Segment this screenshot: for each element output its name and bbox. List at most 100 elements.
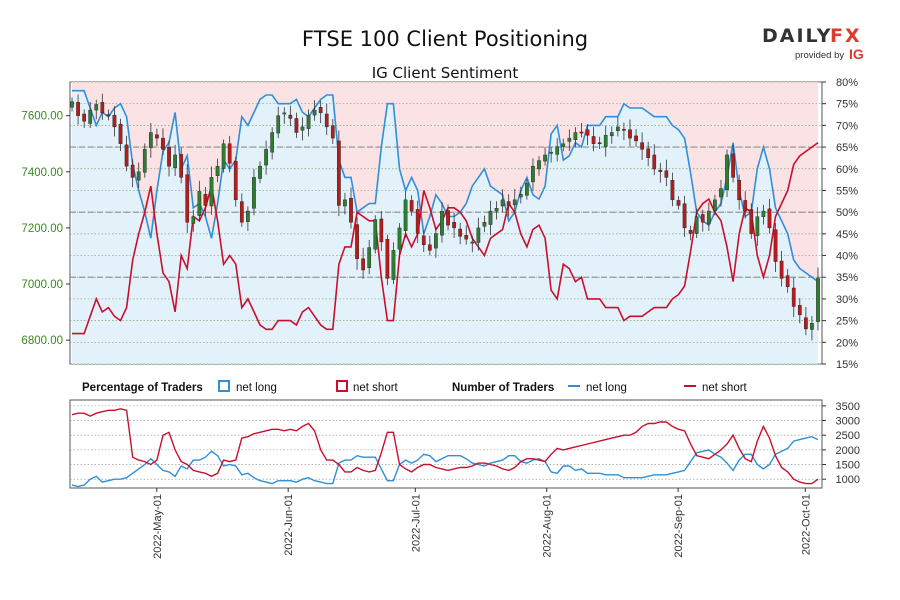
candle-body [464,235,469,240]
count-tick-label: 2500 [836,430,860,442]
chart-title: FTSE 100 Client Positioning [302,27,588,51]
candle-body [324,113,329,128]
candle-body [749,209,754,234]
pct-tick-label: 75% [836,99,858,111]
candle-body [179,154,184,178]
count-axis: 1000 1500 2000 2500 3000 3500 [822,401,860,486]
legend-num-short-label: net short [702,382,748,394]
candle-body [288,114,293,119]
long-area-fill [72,90,818,364]
legend: Percentage of Traders net long net short… [82,380,748,394]
candle-body [512,199,517,206]
short-area-fill [72,82,818,282]
candle-body [597,142,602,145]
candle-body [452,222,456,229]
price-tick-label: 7200.00 [21,223,63,235]
net-short-pct-line [72,142,819,335]
net-long-count-path [71,435,819,488]
candle-body [82,113,86,122]
candle-body [628,129,632,139]
candle-body [458,228,463,237]
candle-body [543,154,547,162]
candle-body [391,250,396,280]
pct-tick-label: 25% [836,316,858,328]
price-tick-label: 7000.00 [21,279,63,291]
candle-body [531,165,535,183]
candle-body [118,123,123,144]
candle-body [573,132,578,141]
candle-body [567,137,572,142]
net-short-count-line [71,408,819,485]
pct-tick-label: 40% [836,251,858,263]
candle-body [282,112,287,115]
date-tick-label: 2022-Oct-01 [800,494,812,555]
count-tick-label: 1000 [836,474,860,486]
candle-body [767,208,772,229]
date-tick-label: 2022-Jul-01 [410,494,422,552]
candle-body [318,107,323,114]
candle-body [130,164,135,178]
candle-body [185,174,190,223]
candle-body [700,214,705,223]
legend-pct-long-swatch [218,380,230,392]
candle-body [500,199,505,207]
candle-body [343,199,347,207]
candle-body [349,197,353,223]
lower-panel-frame [69,399,823,489]
count-tick-label: 1500 [836,460,860,472]
candle-body [476,227,481,243]
candle-body [209,177,214,207]
pct-tick-label: 30% [836,294,858,306]
lower-gridlines [70,405,822,480]
net-long-pct-path [72,89,819,283]
candle-body [773,229,778,262]
candle-body [373,219,378,250]
brand-provided-by: provided by [795,50,844,61]
candle-body [591,136,596,144]
candle-body [337,140,341,206]
price-tick-label: 7600.00 [21,111,63,123]
candle-body [634,135,638,142]
candle-body [725,154,729,190]
candle-body [161,137,165,150]
brand-ig: IG [849,46,864,62]
candle-body [646,148,651,158]
candle-body [276,115,281,134]
candle-body [367,247,372,268]
candle-body [670,180,675,201]
candle-body [215,165,220,176]
candle-body [482,222,487,227]
candle-body [676,200,681,206]
count-tick-label: 3500 [836,401,860,413]
candle-body [379,218,384,243]
chart-subtitle: IG Client Sentiment [372,64,519,82]
legend-pct-short-swatch [336,380,348,392]
date-tick-label: 2022-Sep-01 [673,494,685,558]
candle-body [561,143,566,147]
candle-body [713,199,717,211]
candle-body [694,216,699,234]
candle-body [640,142,644,150]
candle-body [361,258,365,271]
candle-body [658,169,663,172]
candle-body [488,210,493,225]
legend-num-heading: Number of Traders [452,382,554,394]
price-sentiment-panel: 6800.00 7000.00 7200.00 7400.00 7600.00 15% 2… [21,77,858,371]
candle-body [682,203,687,229]
candle-body [355,224,359,259]
candle-body [136,171,141,181]
brand-name-right: FX [830,25,862,47]
date-tick-label: 2022-Jun-01 [283,494,295,556]
candle-body [258,165,262,179]
candle-body [446,210,450,226]
candle-body [603,135,608,147]
candle-body [155,134,159,139]
candle-body [70,101,74,108]
candle-body [191,216,196,224]
pct-tick-label: 55% [836,185,858,197]
candle-body [743,200,748,212]
net-long-count-line [71,435,819,488]
candle-body [300,126,305,131]
candle-body [579,131,584,134]
